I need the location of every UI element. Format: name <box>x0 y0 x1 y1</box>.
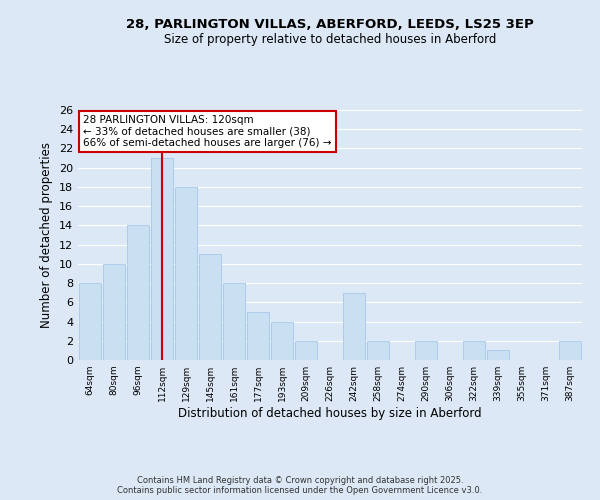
Bar <box>175 187 197 360</box>
Bar <box>487 350 509 360</box>
Bar <box>151 158 173 360</box>
Text: Contains HM Land Registry data © Crown copyright and database right 2025.
Contai: Contains HM Land Registry data © Crown c… <box>118 476 482 495</box>
Bar <box>343 292 365 360</box>
Bar <box>103 264 125 360</box>
Bar <box>223 283 245 360</box>
Text: Size of property relative to detached houses in Aberford: Size of property relative to detached ho… <box>164 32 496 46</box>
Bar <box>295 341 317 360</box>
Y-axis label: Number of detached properties: Number of detached properties <box>40 142 53 328</box>
Bar <box>247 312 269 360</box>
Bar <box>559 341 581 360</box>
Bar <box>199 254 221 360</box>
Bar <box>367 341 389 360</box>
Text: 28, PARLINGTON VILLAS, ABERFORD, LEEDS, LS25 3EP: 28, PARLINGTON VILLAS, ABERFORD, LEEDS, … <box>126 18 534 30</box>
Bar <box>463 341 485 360</box>
X-axis label: Distribution of detached houses by size in Aberford: Distribution of detached houses by size … <box>178 407 482 420</box>
Bar <box>79 283 101 360</box>
Bar <box>271 322 293 360</box>
Bar <box>127 226 149 360</box>
Text: 28 PARLINGTON VILLAS: 120sqm
← 33% of detached houses are smaller (38)
66% of se: 28 PARLINGTON VILLAS: 120sqm ← 33% of de… <box>83 115 332 148</box>
Bar <box>415 341 437 360</box>
